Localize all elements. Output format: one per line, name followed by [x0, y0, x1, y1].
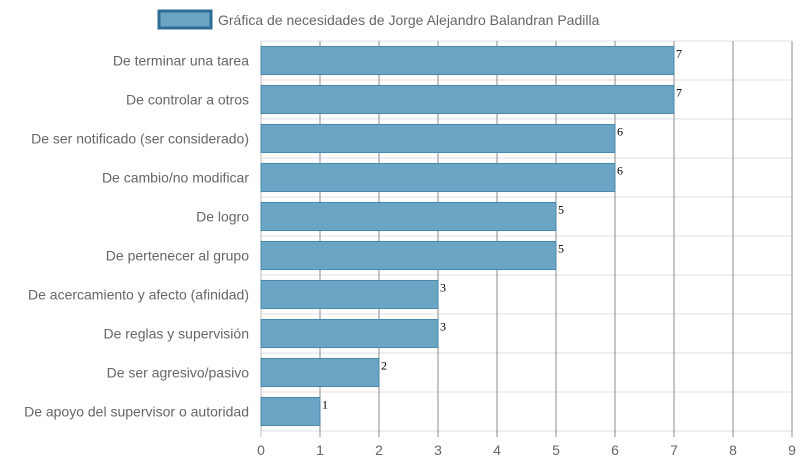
bar[interactable] [260, 240, 557, 271]
category-label: De reglas y supervisión [103, 326, 249, 342]
x-tick-label: 8 [729, 442, 737, 458]
bar[interactable] [260, 279, 439, 310]
data-label: 1 [322, 398, 328, 412]
x-tick-label: 2 [375, 442, 383, 458]
category-label: De controlar a otros [126, 92, 249, 108]
bar[interactable] [260, 318, 439, 349]
legend-label: Gráfica de necesidades de Jorge Alejandr… [218, 12, 600, 28]
category-label: De cambio/no modificar [102, 170, 249, 186]
x-tick-label: 0 [257, 442, 265, 458]
data-label: 7 [676, 47, 682, 61]
x-tick-label: 3 [434, 442, 442, 458]
data-label: 5 [558, 242, 564, 256]
category-label: De ser notificado (ser considerado) [31, 131, 249, 147]
data-labels: 7 7 6 6 5 5 3 3 2 1 [322, 47, 682, 412]
bar[interactable] [260, 123, 616, 154]
bar[interactable] [260, 45, 675, 76]
x-tick-label: 7 [670, 442, 678, 458]
bars [260, 45, 675, 427]
data-label: 7 [676, 86, 682, 100]
category-labels: De terminar una tarea De controlar a otro… [24, 53, 249, 420]
category-label: De acercamiento y afecto (afinidad) [28, 287, 249, 303]
data-label: 6 [617, 125, 623, 139]
category-label: De logro [196, 209, 249, 225]
category-label: De pertenecer al grupo [106, 248, 249, 264]
data-label: 3 [440, 320, 446, 334]
data-label: 2 [381, 359, 387, 373]
legend-swatch[interactable] [157, 9, 213, 30]
bar[interactable] [260, 357, 380, 388]
category-label: De ser agresivo/pasivo [107, 365, 250, 381]
x-tick-label: 4 [493, 442, 501, 458]
data-label: 6 [617, 164, 623, 178]
category-label: De apoyo del supervisor o autoridad [24, 404, 249, 420]
x-tick-label: 5 [552, 442, 560, 458]
x-tick-label: 1 [316, 442, 324, 458]
legend[interactable]: Gráfica de necesidades de Jorge Alejandr… [157, 9, 600, 30]
x-axis-ticks: 0 1 2 3 4 5 6 7 8 9 [257, 442, 796, 458]
category-label: De terminar una tarea [113, 53, 249, 69]
x-tick-label: 6 [611, 442, 619, 458]
data-label: 5 [558, 203, 564, 217]
bar[interactable] [260, 84, 675, 115]
data-label: 3 [440, 281, 446, 295]
bar[interactable] [260, 162, 616, 193]
bar[interactable] [260, 396, 321, 427]
bar[interactable] [260, 201, 557, 232]
x-tick-label: 9 [788, 442, 796, 458]
